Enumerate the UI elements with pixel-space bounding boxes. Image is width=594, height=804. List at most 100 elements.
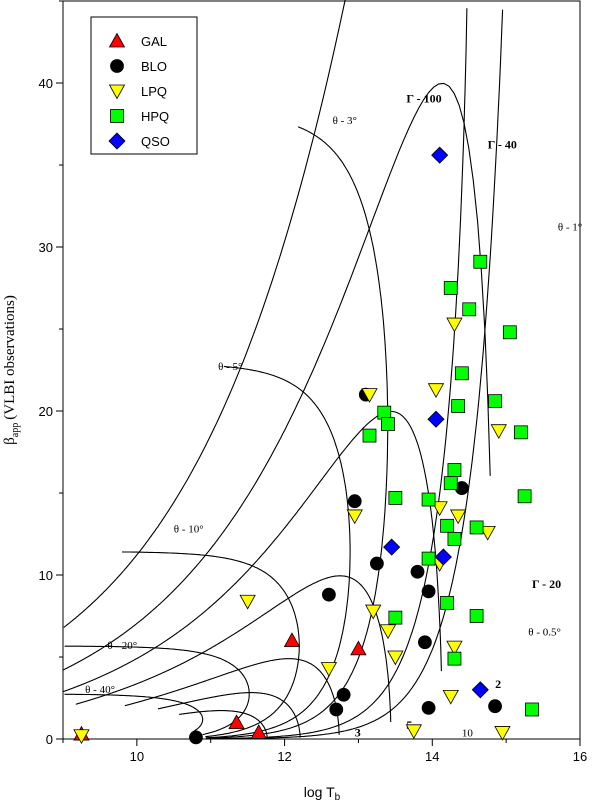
curve-label: θ - 3° [333, 115, 357, 127]
data-point-hpq [440, 518, 454, 533]
data-point-blo [417, 635, 432, 650]
legend-marker-gal [108, 32, 126, 48]
curve-label: θ - 5° [218, 361, 242, 373]
data-point-hpq [388, 610, 403, 625]
curve-label: θ - 10° [174, 523, 204, 535]
data-point-hpq [473, 254, 488, 269]
gamma-curve [62, 410, 442, 693]
x-tick-label: 16 [573, 749, 587, 764]
data-point-qso [431, 146, 449, 164]
x-tick-label: 14 [425, 749, 439, 764]
curve-label: θ - 40° [85, 684, 115, 696]
data-point-blo [488, 699, 502, 714]
theta-curve [205, 365, 351, 739]
data-point-hpq [421, 551, 436, 566]
y-tick-label: 0 [46, 732, 53, 747]
data-point-qso [383, 538, 401, 556]
legend-label: BLO [141, 59, 167, 74]
data-point-hpq [421, 492, 436, 507]
data-point-lpq [239, 594, 256, 610]
curve-label: Γ - 100 [406, 92, 441, 106]
data-point-hpq [447, 651, 462, 666]
gamma-curve [179, 710, 268, 739]
data-point-lpq [494, 726, 511, 741]
data-point-hpq [525, 702, 539, 717]
data-point-hpq [517, 489, 532, 504]
data-point-hpq [462, 302, 477, 317]
x-tick-label: 10 [130, 749, 144, 764]
curve-label: Γ - 20 [532, 577, 561, 591]
curve-label: θ - 0.5° [528, 627, 561, 639]
data-point-hpq [440, 595, 454, 610]
data-point-blo [410, 564, 425, 579]
legend-label: HPQ [141, 109, 169, 124]
data-point-hpq [377, 405, 392, 420]
data-point-lpq [442, 689, 459, 705]
y-tick-label: 40 [39, 76, 53, 91]
curve-label: 2 [495, 677, 501, 691]
data-point-hpq [362, 428, 377, 443]
data-point-lpq [73, 729, 90, 745]
data-point-gal [228, 714, 245, 729]
data-point-lpq [431, 501, 448, 517]
legend-marker-lpq [108, 84, 126, 100]
legend-box [90, 16, 198, 155]
data-point-gal [283, 632, 301, 647]
data-point-lpq [405, 724, 423, 740]
data-point-lpq [361, 388, 378, 403]
gamma-curve [63, 0, 346, 628]
y-tick-label: 30 [39, 240, 53, 255]
curve-label: θ - 20° [107, 640, 137, 652]
legend-label: LPQ [141, 84, 167, 99]
data-point-hpq [502, 325, 517, 340]
data-point-hpq [514, 425, 528, 440]
data-point-hpq [381, 417, 395, 432]
data-point-lpq [490, 424, 507, 440]
data-point-qso [471, 681, 489, 699]
data-point-blo [347, 494, 362, 509]
data-point-lpq [427, 383, 445, 399]
legend-marker-qso [108, 132, 126, 150]
legend-marker-blo [110, 59, 124, 73]
curve-label: θ - 1° [558, 222, 582, 234]
data-point-gal [250, 724, 267, 739]
data-point-hpq [469, 609, 484, 623]
data-point-blo [421, 584, 436, 599]
curve-label: 10 [462, 728, 474, 740]
data-point-hpq [469, 520, 484, 535]
data-point-hpq [447, 532, 462, 546]
gamma-curve [75, 575, 392, 723]
gamma-curve [124, 658, 340, 735]
data-point-hpq [454, 366, 469, 381]
theta-curve [206, 9, 504, 740]
data-point-hpq [443, 281, 458, 295]
x-axis-title: log Tb [304, 784, 341, 803]
theta-curve [64, 693, 204, 733]
theta-curve [122, 551, 300, 738]
data-point-lpq [449, 509, 467, 525]
y-axis-title: βapp(VLBI observations) [2, 295, 21, 445]
legend: GAL BLO LPQ HPQ QSO [90, 16, 198, 155]
data-point-lpq [346, 509, 363, 525]
curve-label: 3 [355, 726, 361, 740]
data-point-blo [321, 587, 336, 602]
gamma-curve [63, 82, 491, 671]
data-point-hpq [488, 394, 502, 409]
data-point-qso [427, 410, 445, 428]
data-point-qso [434, 548, 452, 566]
data-point-lpq [446, 317, 463, 333]
data-point-hpq [388, 491, 403, 505]
data-points [73, 146, 539, 745]
y-tick-label: 10 [39, 568, 53, 583]
data-point-lpq [320, 662, 338, 677]
data-point-hpq [443, 476, 458, 491]
legend-label: GAL [141, 34, 167, 49]
curve-label: Γ - 40 [488, 138, 517, 152]
gamma-curve [157, 692, 301, 738]
data-point-blo [336, 687, 351, 702]
data-point-blo [189, 730, 203, 745]
data-point-lpq [365, 604, 382, 620]
data-point-blo [421, 700, 436, 715]
theta-curve [64, 645, 250, 736]
